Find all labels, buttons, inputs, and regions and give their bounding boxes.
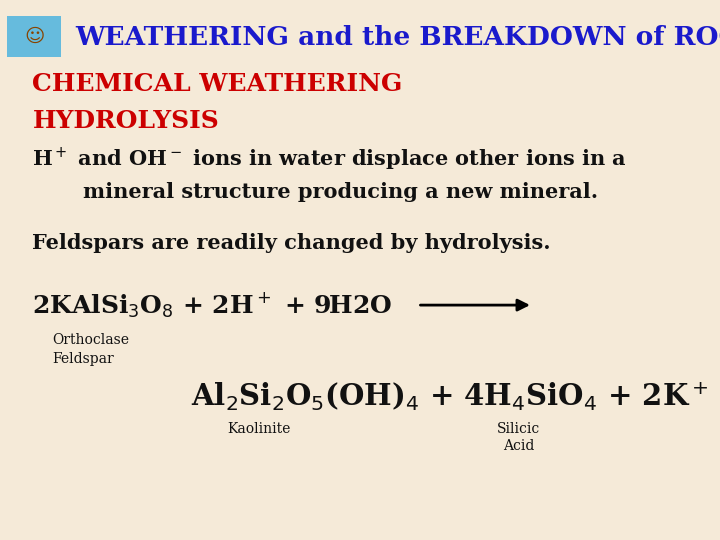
FancyBboxPatch shape [7, 16, 61, 57]
Text: CHEMICAL WEATHERING: CHEMICAL WEATHERING [32, 72, 402, 96]
Text: Acid: Acid [503, 438, 534, 453]
Text: Silicic: Silicic [497, 422, 540, 436]
Text: mineral structure producing a new mineral.: mineral structure producing a new minera… [83, 181, 598, 202]
Text: WEATHERING and the BREAKDOWN of ROCKS: WEATHERING and the BREAKDOWN of ROCKS [76, 25, 720, 50]
Text: Al$_2$Si$_2$O$_5$(OH)$_4$ + 4H$_4$SiO$_4$ + 2K$^+$: Al$_2$Si$_2$O$_5$(OH)$_4$ + 4H$_4$SiO$_4… [191, 381, 708, 413]
Text: H$^+$ and OH$^-$ ions in water displace other ions in a: H$^+$ and OH$^-$ ions in water displace … [32, 146, 627, 173]
Text: 2KAlSi$_3$O$_8$ + 2H$^+$ + 9H2O: 2KAlSi$_3$O$_8$ + 2H$^+$ + 9H2O [32, 291, 393, 320]
Text: Feldspar: Feldspar [52, 352, 114, 366]
Text: Orthoclase: Orthoclase [52, 333, 129, 347]
Text: ☺: ☺ [24, 26, 45, 46]
Text: HYDROLYSIS: HYDROLYSIS [32, 110, 219, 133]
Text: Kaolinite: Kaolinite [228, 422, 291, 436]
Text: Feldspars are readily changed by hydrolysis.: Feldspars are readily changed by hydroly… [32, 233, 551, 253]
